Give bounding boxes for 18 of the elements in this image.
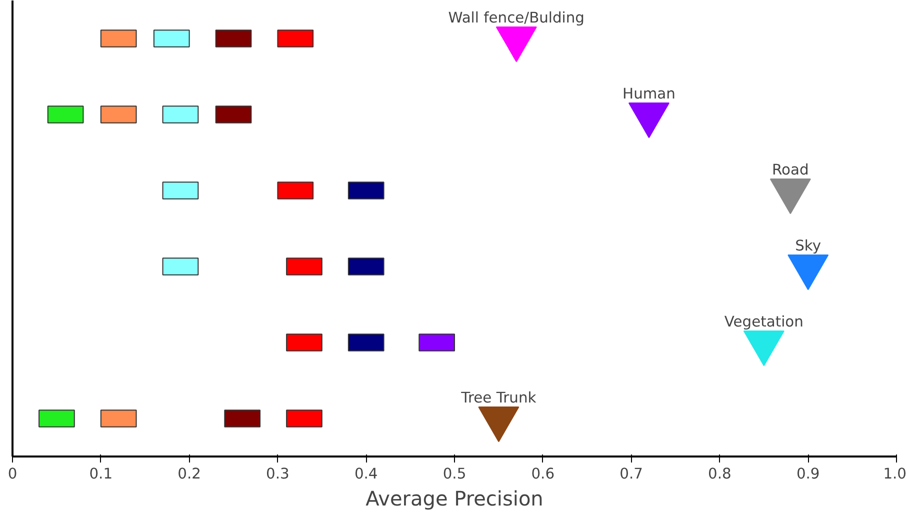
x-tick-label: 0.7 — [620, 466, 643, 482]
data-label: Road — [772, 162, 809, 178]
x-tick-label: 0 — [8, 466, 18, 482]
x-tick-label: 0.8 — [708, 466, 732, 482]
x-tick-label: 0.6 — [531, 466, 555, 482]
data-label: Sky — [795, 238, 822, 254]
x-tick-label: 0.5 — [442, 466, 466, 482]
data-label: Wall fence/Bulding — [448, 10, 584, 26]
data-label: Tree Trunk — [460, 390, 537, 406]
data-label: Vegetation — [724, 314, 804, 330]
x-axis-title: Average Precision — [366, 486, 544, 510]
x-tick-label: 0.1 — [89, 466, 113, 482]
x-tick-label: 1.0 — [883, 466, 906, 482]
data-label: Human — [622, 86, 676, 102]
x-tick-label: 0.4 — [354, 466, 378, 482]
x-tick-label: 0.9 — [796, 466, 820, 482]
x-tick-label: 0.3 — [266, 466, 290, 482]
x-tick-label: 0.2 — [178, 466, 201, 482]
